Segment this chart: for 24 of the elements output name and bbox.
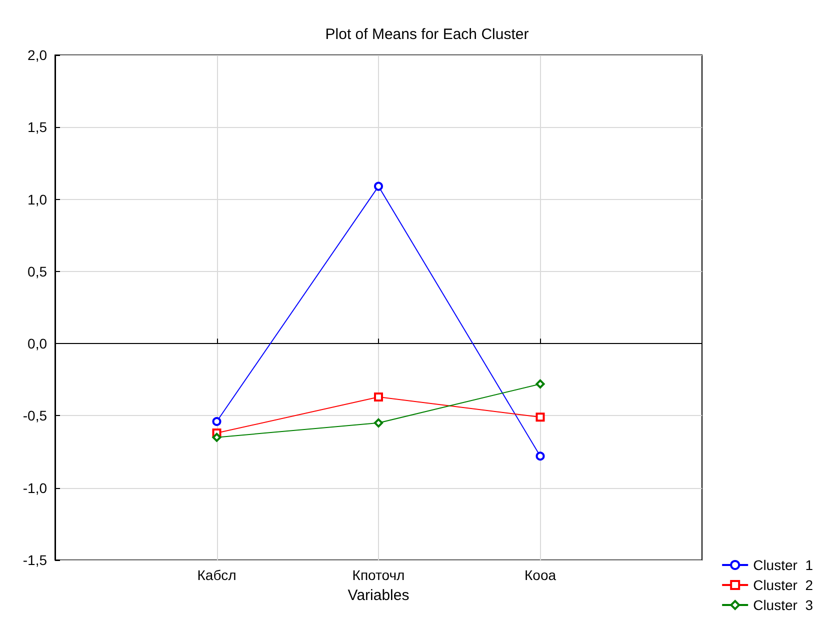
- y-tick-label: 2,0: [28, 47, 48, 63]
- x-axis-title: Variables: [348, 587, 410, 604]
- point: [536, 412, 545, 422]
- y-tick-label: 0,5: [28, 263, 48, 280]
- point: [374, 392, 383, 402]
- x-tick-label: Кабсл: [197, 567, 236, 583]
- point: [374, 182, 383, 191]
- point: [536, 452, 545, 461]
- x-tick-label: Кооа: [524, 567, 556, 583]
- y-tick-label: 1,5: [28, 119, 48, 136]
- y-tick-label: 0,0: [28, 336, 48, 352]
- legend-label: Cluster 1: [753, 557, 814, 573]
- point: [212, 432, 222, 442]
- y-tick-label: 1,0: [28, 191, 48, 208]
- x-tick-label: Кпоточл: [352, 567, 405, 583]
- y-tick-label: -1,0: [22, 480, 48, 496]
- y-tick-label: -0,5: [22, 408, 48, 424]
- y-tick-label: -1,5: [22, 552, 48, 568]
- point: [374, 418, 383, 428]
- point: [536, 379, 545, 388]
- chart-title: Plot of Means for Each Cluster: [325, 26, 529, 43]
- legend-label: Cluster 3: [753, 597, 814, 613]
- legend-label: Cluster 2: [753, 577, 814, 593]
- point: [212, 416, 222, 426]
